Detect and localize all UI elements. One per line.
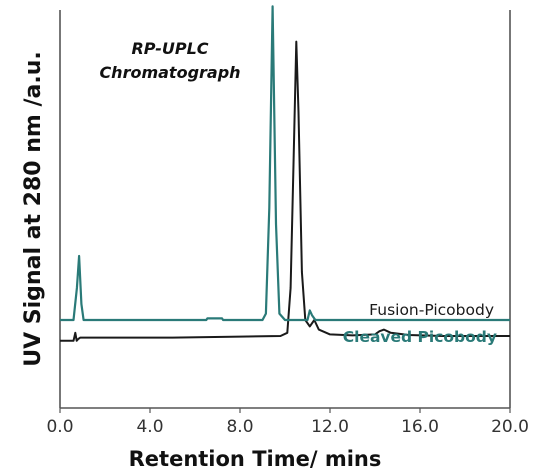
x-tick-label: 0.0 — [46, 417, 73, 437]
x-tick-label: 8.0 — [226, 417, 253, 437]
x-tick-label: 12.0 — [311, 417, 349, 437]
x-tick-label: 20.0 — [491, 417, 529, 437]
series-cleaved-picobody-line — [60, 5, 510, 322]
x-tick-label: 16.0 — [401, 417, 439, 437]
x-tick-label: 4.0 — [136, 417, 163, 437]
x-axis-title: Retention Time/ mins — [129, 447, 382, 471]
legend-fusion-picobody: Fusion-Picobody — [369, 301, 494, 319]
x-axis-ticks: 0.0 4.0 8.0 12.0 16.0 20.0 — [46, 408, 529, 437]
chart-title-line-2: Chromatograph — [99, 63, 240, 82]
series-fusion-picobody-line — [60, 40, 510, 342]
chart-title-line-1: RP-UPLC — [131, 39, 208, 58]
series-lines — [60, 5, 510, 342]
y-axis-title: UV Signal at 280 nm /a.u. — [21, 51, 46, 367]
legend-cleaved-picobody: Cleaved Picobody — [343, 328, 497, 346]
